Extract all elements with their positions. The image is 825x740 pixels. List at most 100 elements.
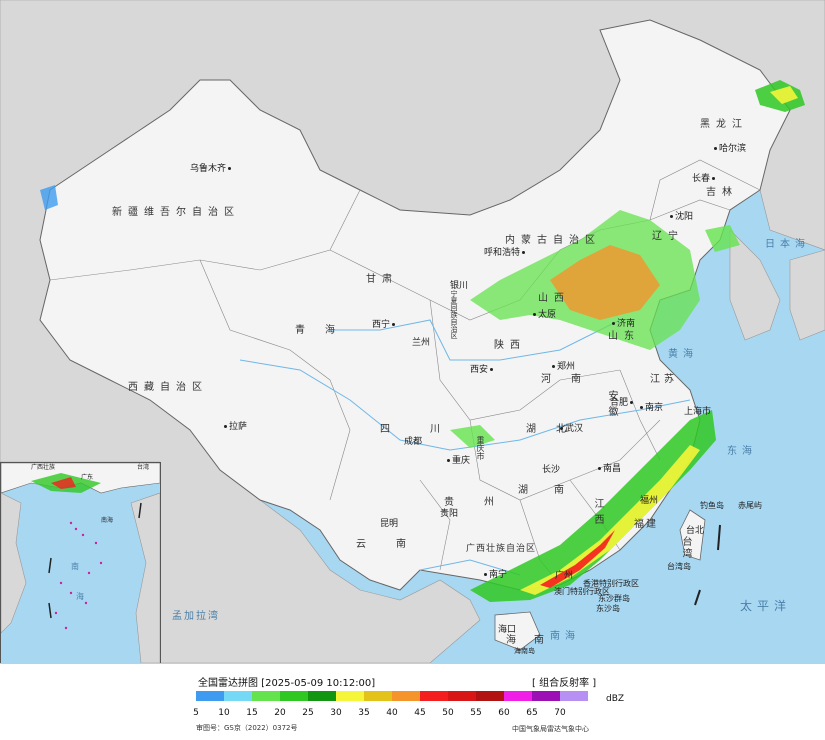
city-taiyuan: 太原 (531, 311, 556, 320)
city-lanzhou: 兰州 (412, 338, 431, 348)
city-dot (598, 467, 601, 470)
city-chongqing: 重庆 (445, 457, 470, 466)
city-wuhan: 武汉 (558, 425, 583, 434)
echo-north-core (550, 245, 660, 320)
city-fuzhou: 福州 (640, 496, 659, 506)
province-hubei: 湖北 (526, 424, 586, 435)
province-shandong: 山东 (608, 331, 640, 342)
city-jinan: 济南 (610, 320, 635, 329)
legend-tick-label: 70 (554, 708, 566, 718)
city-lhasa: 拉萨 (222, 423, 247, 432)
city-dot (484, 573, 487, 576)
city-shanghai: 上海市 (684, 407, 712, 417)
city-dot (490, 368, 494, 371)
legend-swatch (364, 691, 392, 701)
province-qinghai: 青海 (295, 325, 355, 336)
city-xian: 西安 (470, 366, 495, 375)
city-kunming: 昆明 (380, 519, 399, 529)
legend-tick-label: 45 (414, 708, 426, 718)
legend-tick-label: 50 (442, 708, 454, 718)
legend-tick-label: 15 (246, 708, 258, 718)
city-changchun: 长春 (692, 175, 717, 184)
island-taiwan: 台湾岛 (667, 562, 691, 571)
taiwan-land (679, 509, 706, 561)
legend-swatch (196, 691, 224, 701)
legend-swatch (280, 691, 308, 701)
producer-credit: 中国气象局雷达气象中心 (512, 725, 589, 733)
city-urumqi: 乌鲁木齐 (190, 165, 233, 174)
city-chengdu: 成都 (404, 437, 423, 447)
city-changsha: 长沙 (542, 465, 561, 475)
city-guangzhou: 广州 (555, 571, 574, 581)
legend-tick-label: 25 (302, 708, 314, 718)
city-dot (640, 406, 643, 409)
legend-tick-label: 40 (386, 708, 398, 718)
province-guangxi: 广西壮族自治区 (466, 544, 537, 554)
city-shenyang: 沈阳 (668, 213, 693, 222)
echo-south-core (520, 445, 700, 595)
island-dongsha-island: 东沙岛 (596, 604, 620, 613)
city-haikou: 海口 (498, 625, 517, 635)
legend-swatches (196, 691, 588, 701)
legend-unit: dBZ (606, 694, 625, 704)
legend-swatch (560, 691, 588, 701)
city-xining: 西宁 (372, 321, 397, 330)
city-dot (224, 425, 227, 428)
sea-south: 南海 (550, 631, 580, 642)
city-zhengzhou: 郑州 (550, 363, 575, 372)
inset-label-guangxi: 广西壮族 (31, 464, 56, 471)
approval-number: 审图号：GS京（2022）0372号 (196, 724, 298, 732)
inset-label-guangdong: 广东 (81, 474, 94, 481)
city-dot (552, 365, 555, 368)
province-xizang: 西藏自治区 (128, 382, 208, 393)
city-dot (712, 177, 716, 180)
legend-tick-label: 10 (218, 708, 230, 718)
legend-swatch (448, 691, 476, 701)
echo-northeast-hot (770, 86, 798, 104)
province-guizhou: 贵州 (444, 497, 524, 508)
sea-bengal: 孟加拉湾 (172, 611, 220, 622)
city-dot (392, 323, 396, 326)
city-hohhot: 呼和浩特 (484, 249, 527, 258)
legend-swatch (308, 691, 336, 701)
province-heilongjiang: 黑龙江 (700, 119, 748, 130)
island-diaoyu: 钓鱼岛 (700, 501, 724, 510)
city-guiyang: 贵阳 (440, 509, 459, 519)
legend-tick-label: 30 (330, 708, 342, 718)
province-fujian: 福建 (634, 519, 658, 530)
inset-label-south: 南 (71, 562, 79, 571)
sea-pacific: 太平洋 (740, 599, 792, 613)
map-svg (0, 0, 825, 663)
inset-label-south-sea: 南海 (101, 517, 114, 524)
legend-swatch (476, 691, 504, 701)
echo-liaoning (705, 225, 740, 252)
province-anhui: 安徽 (606, 390, 617, 422)
japan-korea-land (729, 229, 825, 341)
legend-tick-label: 60 (498, 708, 510, 718)
province-yunnan: 云南 (356, 539, 436, 550)
legend-tick-label: 5 (193, 708, 199, 718)
city-dot (670, 215, 673, 218)
province-sichuan: 四川 (380, 424, 480, 435)
province-henan: 河南 (541, 374, 601, 385)
radar-map[interactable]: 新疆维吾尔自治区 西藏自治区 青海 甘肃 内蒙古自治区 黑龙江 吉林 辽宁 四川… (0, 0, 825, 663)
province-shaanxi: 陕西 (494, 340, 526, 351)
echo-chongqing (450, 425, 495, 448)
sea-yellow: 黄海 (668, 349, 698, 360)
province-liaoning: 辽宁 (652, 231, 684, 242)
legend-tick-label: 55 (470, 708, 482, 718)
province-xinjiang: 新疆维吾尔自治区 (112, 207, 240, 218)
south-china-sea-inset: 广西壮族 台湾 广东 南海 南 海 (0, 462, 161, 663)
city-taipei: 台北 (686, 526, 705, 536)
island-dongsha: 东沙群岛 (598, 594, 630, 603)
legend-swatch (504, 691, 532, 701)
city-dot (533, 313, 536, 316)
legend-swatch (224, 691, 252, 701)
echo-south-band (470, 410, 716, 602)
province-gansu: 甘肃 (366, 274, 398, 285)
province-jilin: 吉林 (706, 187, 738, 198)
province-jiangxi: 江西 (592, 498, 603, 530)
legend-swatch (392, 691, 420, 701)
province-shanxi: 山西 (538, 293, 570, 304)
province-hunan: 湖南 (518, 485, 590, 496)
